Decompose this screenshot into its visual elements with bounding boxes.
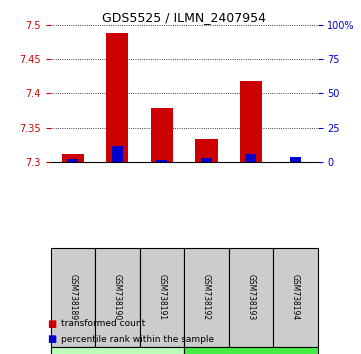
Bar — [184, 248, 229, 347]
Bar — [140, 248, 184, 347]
Bar — [201, 158, 212, 162]
Bar — [51, 347, 184, 354]
Bar — [290, 156, 301, 162]
Bar — [62, 154, 84, 162]
Text: transformed count: transformed count — [61, 319, 145, 329]
Title: GDS5525 / ILMN_2407954: GDS5525 / ILMN_2407954 — [102, 11, 266, 24]
Bar — [156, 160, 168, 162]
Text: GSM738190: GSM738190 — [113, 274, 122, 320]
Text: GSM738189: GSM738189 — [68, 274, 77, 320]
Text: GSM738194: GSM738194 — [291, 274, 300, 320]
Bar — [106, 33, 129, 162]
Text: percentile rank within the sample: percentile rank within the sample — [61, 335, 214, 344]
Text: GSM738192: GSM738192 — [202, 274, 211, 320]
Bar — [95, 248, 140, 347]
Bar — [245, 154, 256, 162]
Bar — [273, 248, 318, 347]
Bar — [229, 248, 273, 347]
Bar — [151, 108, 173, 162]
Text: GSM738191: GSM738191 — [157, 274, 166, 320]
Bar — [195, 139, 217, 162]
Bar — [240, 81, 262, 162]
Text: ■: ■ — [47, 334, 56, 344]
Bar — [112, 146, 123, 162]
Bar — [184, 347, 318, 354]
Text: ■: ■ — [47, 319, 56, 329]
Bar — [51, 248, 95, 347]
Bar — [67, 159, 78, 162]
Text: GSM738193: GSM738193 — [247, 274, 255, 320]
